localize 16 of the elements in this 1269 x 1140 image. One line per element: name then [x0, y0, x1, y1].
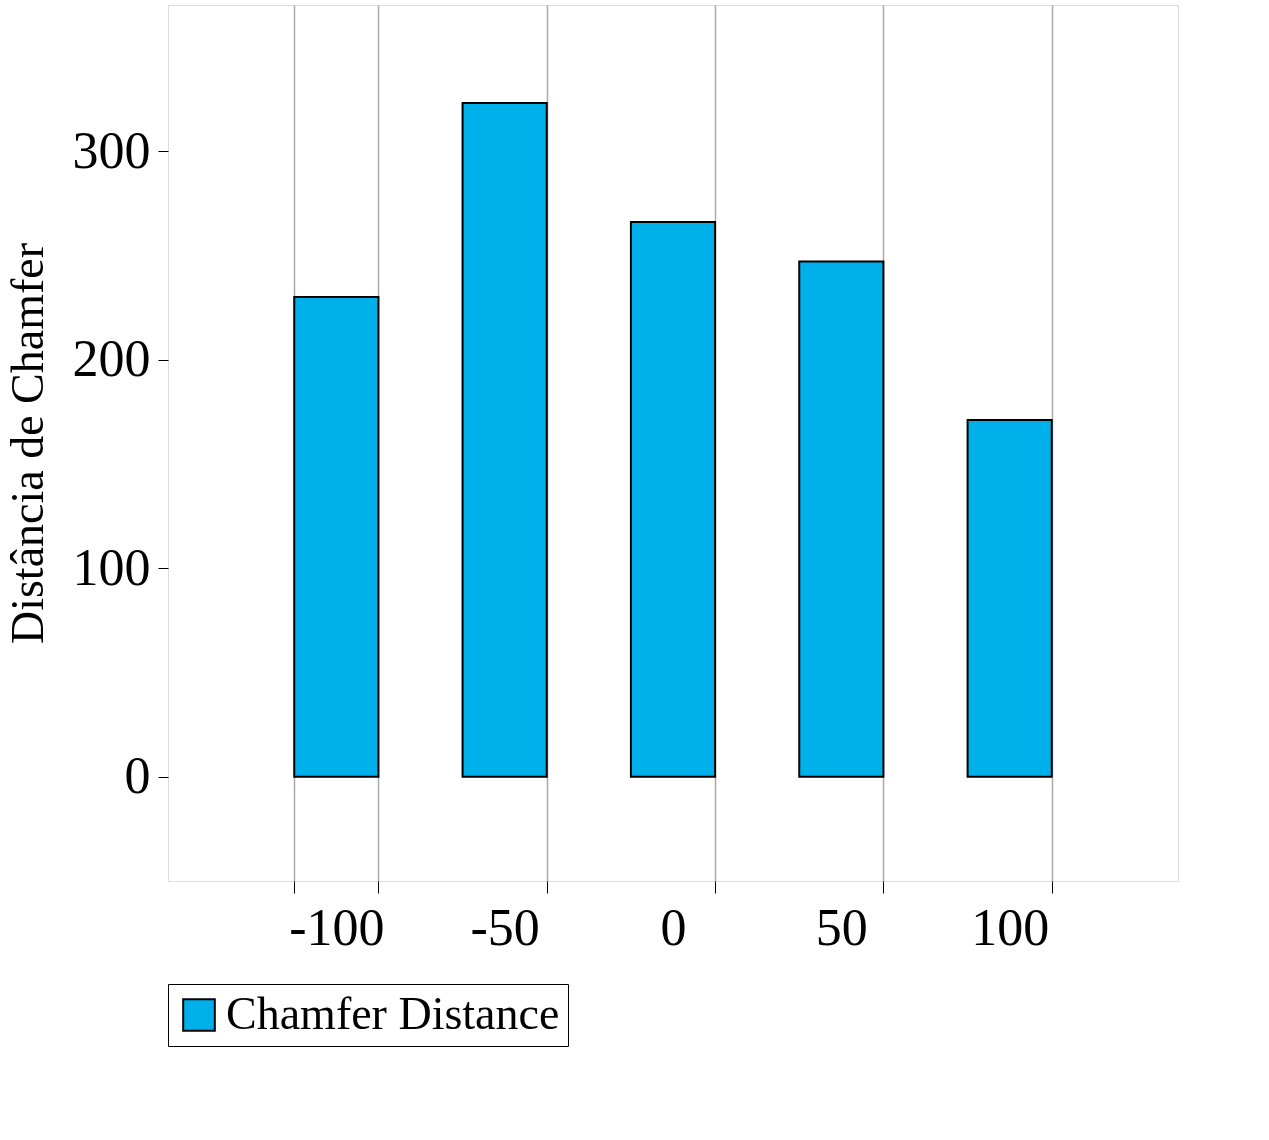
y-tick-label: 0 [124, 747, 151, 805]
legend-label: Chamfer Distance [226, 988, 560, 1039]
x-tick-label: 0 [660, 898, 687, 956]
bar [293, 296, 380, 778]
y-tick-label: 100 [72, 538, 151, 596]
bar [798, 260, 885, 778]
bar [629, 220, 717, 778]
x-tick-label: 100 [971, 898, 1050, 956]
x-tick-label: -100 [289, 898, 385, 956]
y-tick-label: 300 [72, 121, 151, 179]
y-axis-title: Distância de Chamfer [1, 242, 53, 645]
bar [966, 419, 1053, 778]
bar [461, 102, 548, 778]
x-tick-label: -50 [470, 898, 540, 956]
x-tick-label: 50 [815, 898, 868, 956]
y-tick-label: 200 [72, 330, 151, 388]
